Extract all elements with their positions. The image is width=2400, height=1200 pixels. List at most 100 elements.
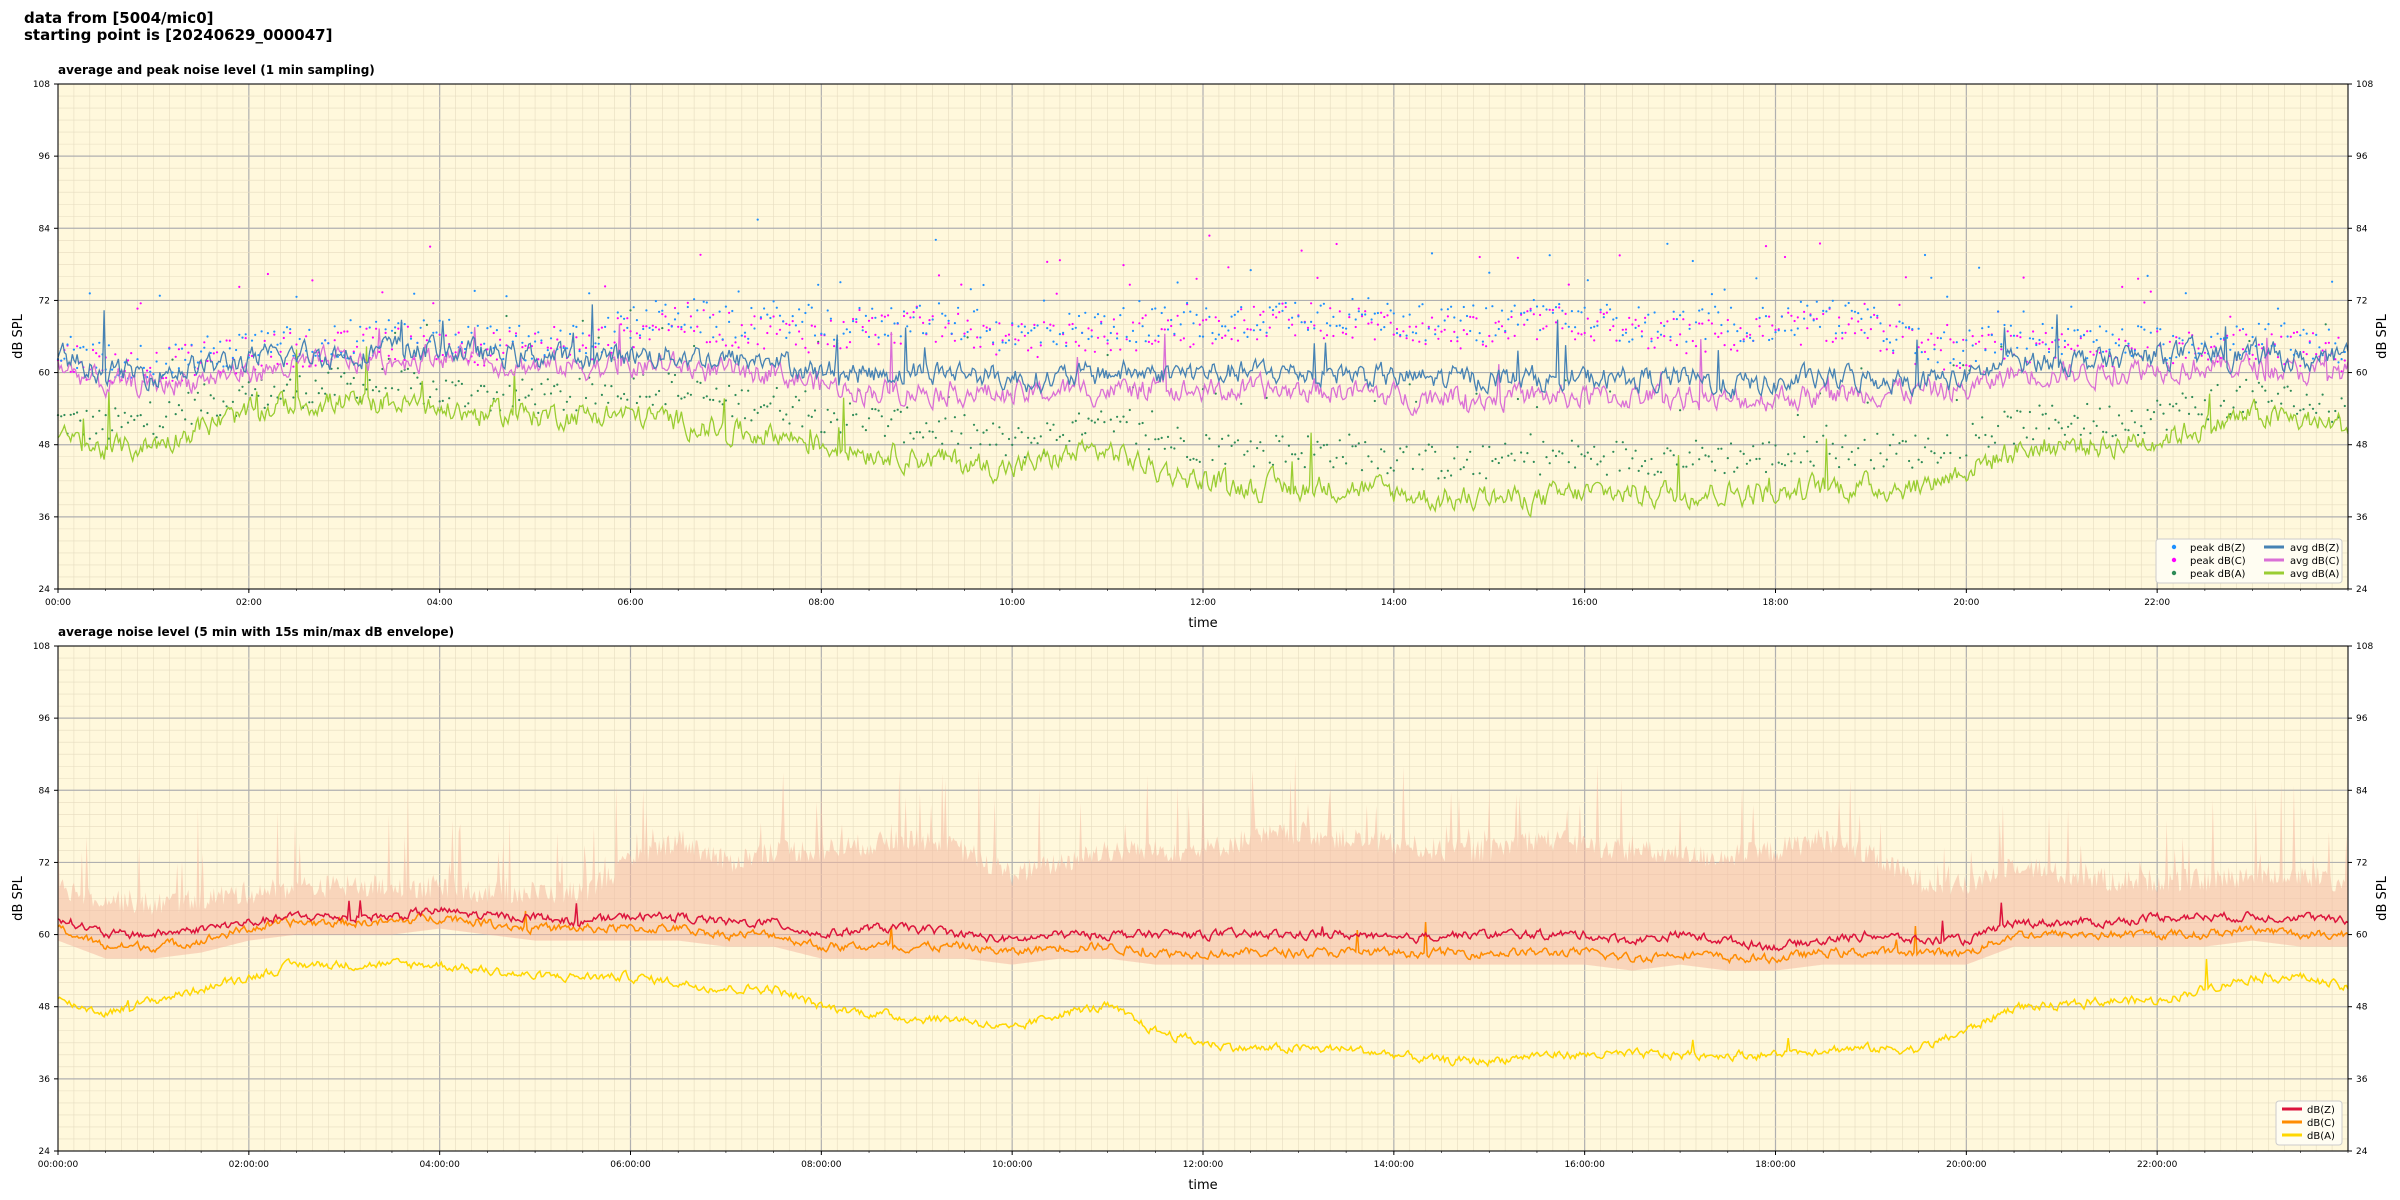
data-point	[1224, 462, 1227, 465]
data-point	[976, 308, 979, 311]
data-point	[1532, 298, 1535, 302]
data-point	[1271, 463, 1275, 466]
data-point	[1532, 460, 1535, 463]
data-point	[206, 359, 209, 363]
data-point	[1733, 323, 1736, 326]
data-point	[2060, 427, 2063, 430]
x-tick-label: 04:00	[427, 598, 453, 608]
data-point	[1360, 315, 1364, 318]
data-point	[772, 300, 775, 303]
data-point	[155, 360, 158, 363]
data-point	[604, 285, 607, 288]
data-point	[1395, 327, 1399, 331]
data-point	[2296, 331, 2299, 334]
y-tick-label-right: 96	[2356, 152, 2368, 162]
data-point	[1628, 340, 1631, 343]
data-point	[546, 378, 549, 381]
data-point	[1430, 316, 1434, 319]
data-point	[1443, 328, 1446, 331]
data-point	[1459, 468, 1462, 471]
data-point	[1027, 331, 1030, 335]
data-point	[944, 326, 947, 329]
series-line-avg-db-c-	[57, 323, 2349, 417]
data-point	[1023, 456, 1026, 459]
data-point	[1507, 337, 1510, 340]
data-point	[737, 346, 740, 349]
data-point	[1615, 316, 1618, 320]
data-point	[1278, 440, 1281, 443]
data-point	[317, 392, 320, 395]
data-point	[1360, 469, 1364, 472]
data-point	[708, 398, 712, 401]
data-point	[1596, 320, 1599, 323]
data-point	[1042, 321, 1046, 324]
data-point	[1984, 433, 1987, 437]
data-point	[222, 400, 225, 403]
data-point	[320, 359, 324, 363]
data-point	[126, 421, 130, 424]
data-point	[1831, 340, 1834, 343]
data-point	[651, 403, 654, 406]
data-point	[918, 304, 922, 307]
data-point	[1831, 299, 1834, 302]
data-point	[1249, 440, 1252, 443]
data-point	[1163, 447, 1166, 450]
data-point	[502, 357, 505, 361]
data-point	[1904, 440, 1907, 443]
data-point	[2041, 322, 2044, 326]
data-point	[740, 389, 743, 392]
data-point	[759, 405, 763, 409]
data-point	[530, 357, 534, 360]
data-point	[187, 391, 190, 394]
data-point	[845, 346, 848, 349]
data-point	[1720, 447, 1723, 450]
data-point	[1675, 343, 1678, 347]
data-point	[1446, 469, 1449, 472]
data-point	[594, 342, 597, 345]
data-point	[126, 359, 130, 362]
data-point	[451, 381, 454, 384]
data-point	[473, 289, 476, 292]
data-point	[721, 338, 724, 341]
data-point	[2229, 413, 2232, 416]
data-point	[238, 389, 241, 392]
data-point	[1774, 328, 1777, 331]
data-point	[1978, 340, 1981, 343]
data-point	[788, 323, 791, 326]
data-point	[1539, 473, 1542, 476]
data-point	[279, 397, 282, 400]
data-point	[2089, 330, 2092, 333]
data-point	[867, 417, 871, 420]
data-point	[1930, 450, 1933, 453]
data-point	[1659, 471, 1663, 474]
data-point	[1182, 439, 1185, 443]
data-point	[2343, 404, 2346, 408]
data-point	[734, 336, 737, 339]
data-point	[177, 404, 180, 407]
data-point	[1205, 318, 1208, 321]
data-point	[750, 306, 753, 310]
data-point	[654, 393, 658, 396]
data-point	[699, 253, 702, 256]
data-point	[1853, 463, 1857, 466]
data-point	[1233, 441, 1236, 444]
data-point	[1729, 442, 1733, 445]
y-tick-label-right: 24	[2356, 585, 2368, 595]
data-point	[257, 394, 260, 397]
data-point	[1332, 466, 1335, 469]
data-point	[502, 351, 505, 354]
data-point	[1256, 338, 1259, 341]
data-point	[2311, 357, 2315, 360]
data-point	[1020, 431, 1023, 434]
data-point	[2241, 348, 2245, 351]
data-point	[2016, 346, 2019, 349]
data-point	[1669, 335, 1672, 338]
data-point	[1580, 453, 1583, 456]
data-point	[1637, 306, 1640, 309]
data-point	[1106, 353, 1109, 357]
data-point	[98, 409, 101, 412]
data-point	[807, 303, 810, 306]
data-point	[397, 388, 400, 391]
data-point	[139, 344, 142, 347]
data-point	[1615, 339, 1618, 342]
